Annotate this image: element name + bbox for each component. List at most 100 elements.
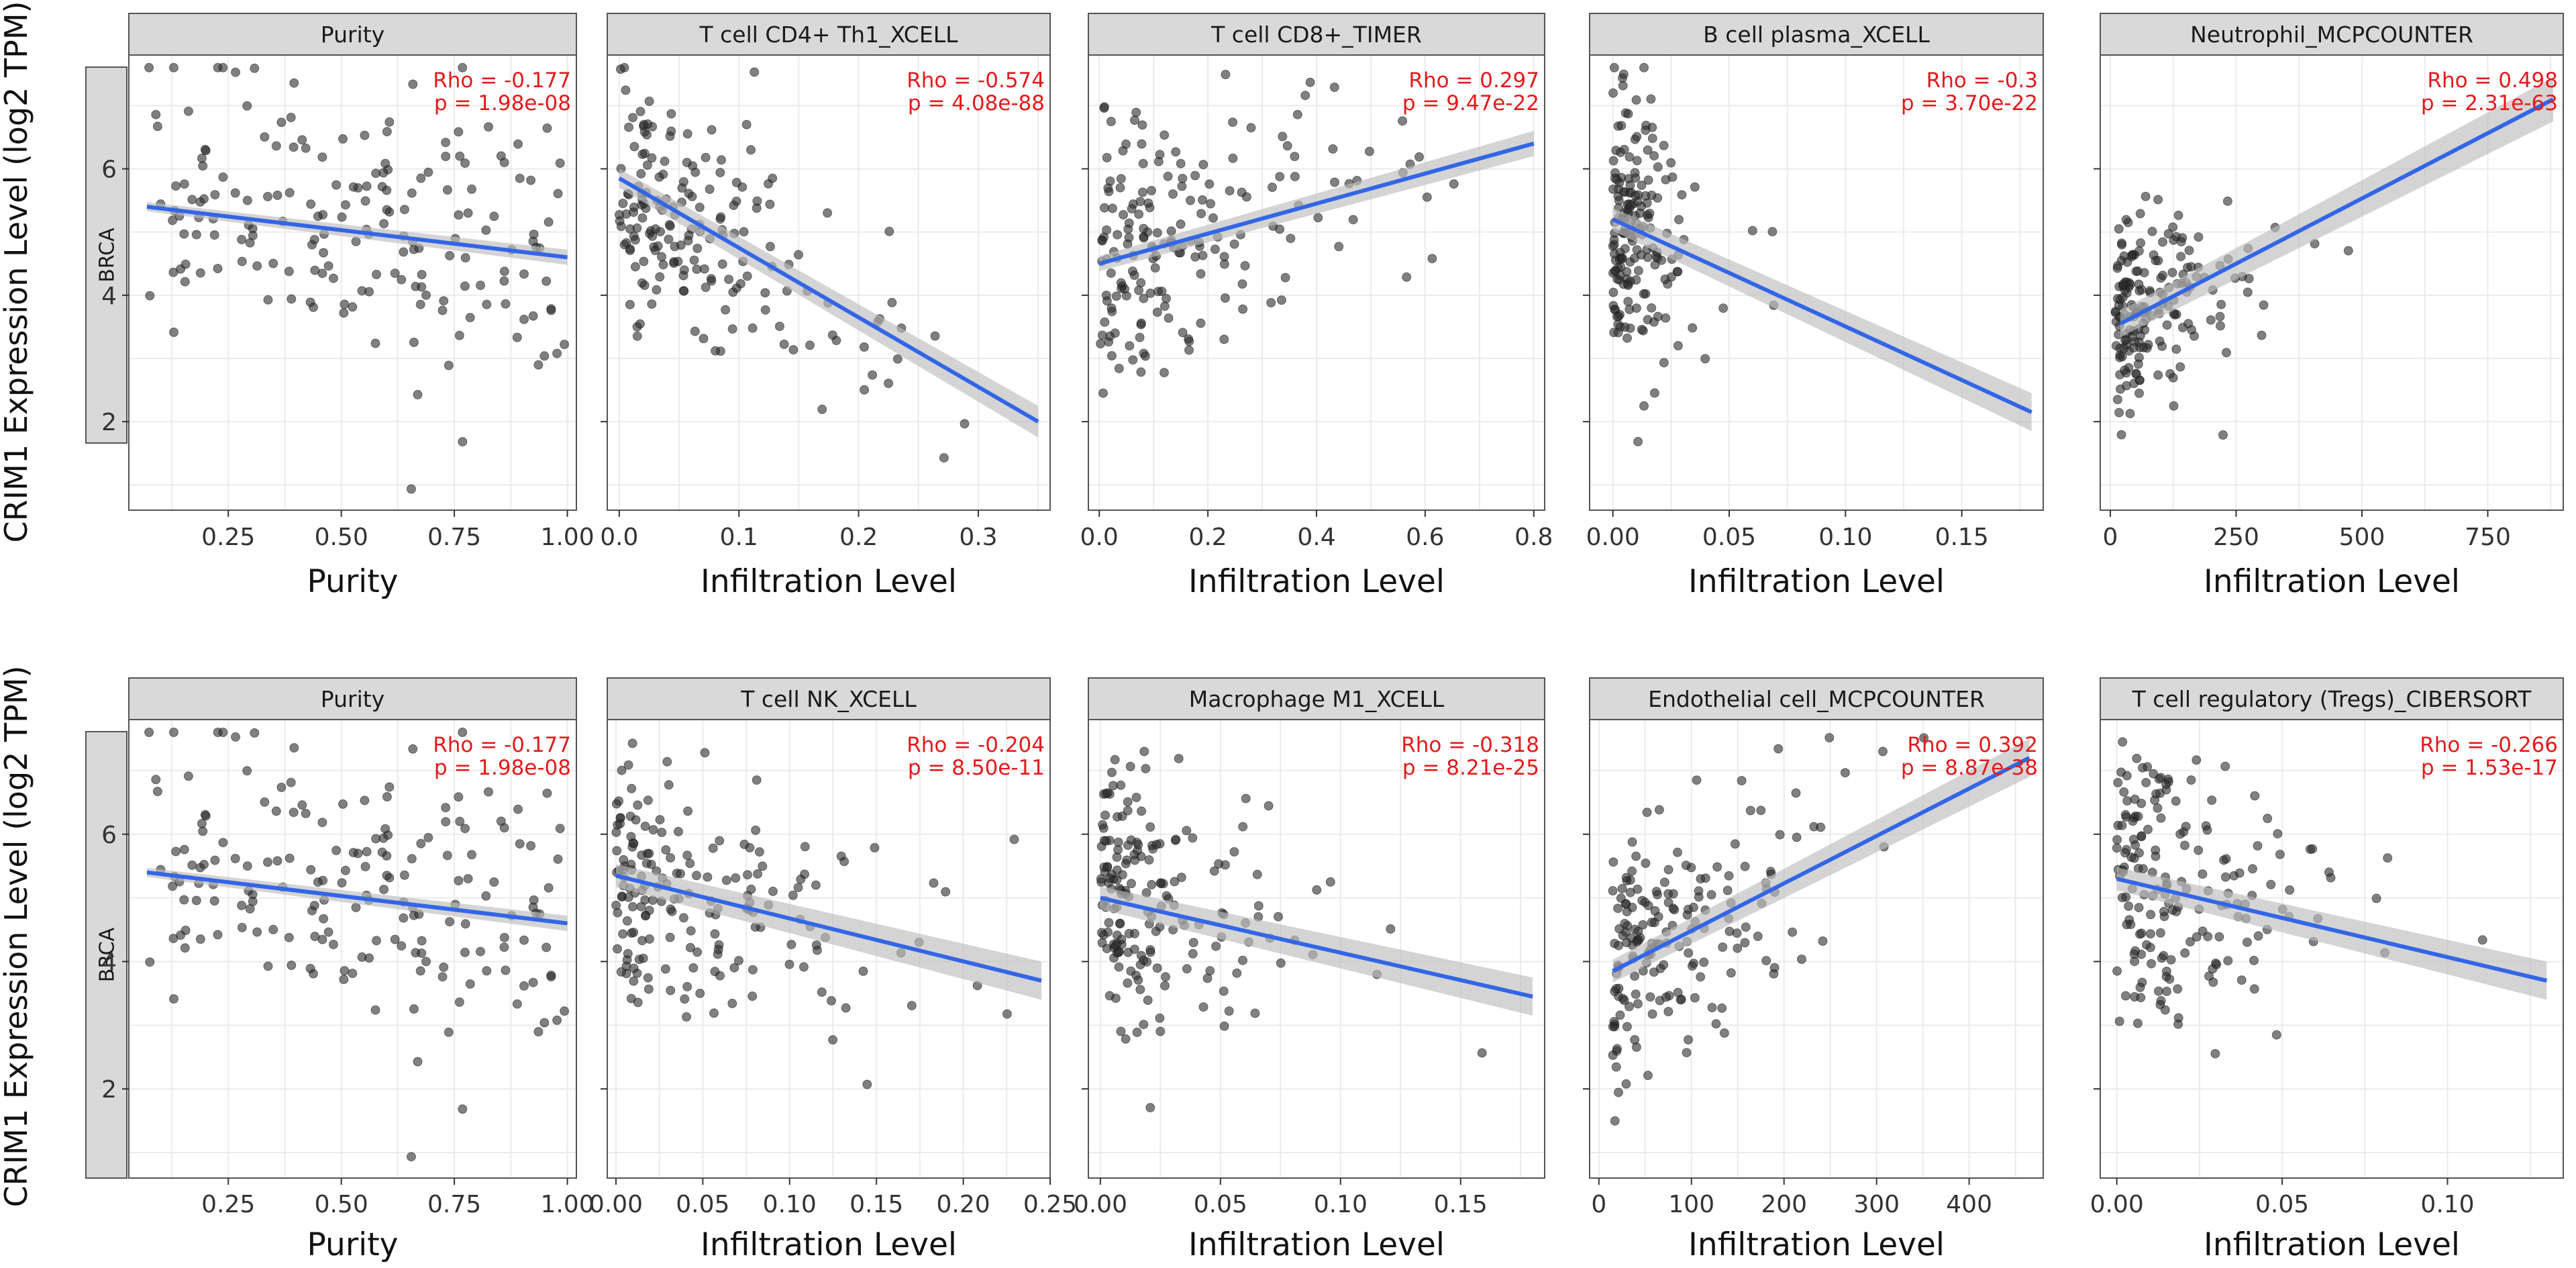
- data-point: [1617, 883, 1627, 893]
- data-point: [2138, 864, 2148, 874]
- data-point: [699, 264, 709, 274]
- data-point: [641, 911, 651, 921]
- data-point: [2116, 430, 2126, 440]
- data-point: [1119, 209, 1129, 220]
- data-point: [1196, 209, 1206, 219]
- data-point: [2130, 992, 2140, 1002]
- data-point: [1219, 334, 1229, 344]
- data-point: [1152, 963, 1162, 973]
- data-point: [1237, 279, 1247, 289]
- regression-line: [1612, 756, 2030, 973]
- data-point: [2179, 840, 2189, 850]
- data-point: [364, 953, 374, 963]
- data-point: [168, 881, 178, 891]
- data-point: [629, 207, 639, 217]
- x-tick-label: 250: [2213, 524, 2259, 551]
- p-value-label: p = 1.98e-08: [434, 91, 571, 115]
- data-point: [1114, 962, 1124, 972]
- data-point: [168, 934, 178, 944]
- data-point: [1840, 768, 1850, 778]
- data-point: [171, 846, 181, 857]
- data-point: [1250, 1008, 1260, 1018]
- data-point: [618, 929, 628, 939]
- x-tick-label: 0.05: [676, 1191, 729, 1218]
- data-point: [629, 928, 639, 937]
- data-point: [960, 419, 970, 429]
- data-point: [1673, 341, 1683, 350]
- data-point: [1614, 940, 1624, 950]
- data-point: [553, 189, 563, 199]
- data-point: [2263, 814, 2273, 824]
- data-point: [499, 276, 509, 286]
- x-tick-label: 0.3: [959, 524, 997, 551]
- data-point: [1109, 781, 1118, 791]
- data-point: [2147, 226, 2157, 236]
- data-point: [1661, 313, 1671, 323]
- y-axis-label: CRIM1 Expression Level (log2 TPM): [0, 665, 34, 1207]
- data-point: [309, 235, 319, 244]
- data-point: [1198, 160, 1208, 170]
- data-point: [1608, 287, 1618, 297]
- data-point: [482, 966, 492, 976]
- x-tick-label: 0.10: [1314, 1191, 1368, 1218]
- x-tick-label: 0.25: [1023, 1191, 1077, 1218]
- confidence-band: [1100, 886, 1533, 1016]
- data-point: [760, 305, 770, 315]
- data-point: [1116, 1026, 1126, 1036]
- data-point: [555, 158, 565, 168]
- data-point: [1145, 945, 1155, 955]
- data-point: [286, 777, 296, 787]
- data-point: [455, 151, 465, 161]
- data-point: [2122, 335, 2131, 345]
- x-tick-label: 0.75: [427, 1191, 481, 1218]
- data-point: [2112, 966, 2122, 976]
- data-point: [884, 379, 894, 389]
- data-point: [627, 783, 637, 793]
- data-point: [1188, 833, 1198, 843]
- data-point: [2243, 937, 2252, 947]
- x-axis-label: Infiltration Level: [1188, 1226, 1445, 1263]
- x-tick-label: 0.2: [1188, 524, 1227, 551]
- data-point: [660, 156, 670, 166]
- data-point: [1638, 920, 1648, 930]
- data-point: [1108, 203, 1117, 213]
- data-point: [328, 273, 338, 283]
- data-point: [623, 760, 633, 770]
- data-point: [621, 238, 631, 248]
- data-point: [647, 299, 657, 309]
- data-point: [519, 269, 529, 279]
- data-point: [703, 872, 713, 882]
- data-point: [1157, 287, 1167, 296]
- data-point: [560, 1006, 570, 1016]
- data-point: [1137, 120, 1147, 130]
- data-point: [836, 851, 846, 861]
- data-point: [1110, 754, 1120, 765]
- data-point: [669, 258, 679, 269]
- data-point: [533, 360, 544, 370]
- x-tick-label: 0.15: [1935, 524, 1989, 551]
- x-tick-label: 0.25: [201, 524, 255, 551]
- data-point: [1160, 368, 1169, 378]
- data-point: [284, 266, 294, 277]
- x-tick-label: 0.00: [589, 1191, 643, 1218]
- data-point: [622, 916, 632, 926]
- x-tick-label: 0.2: [839, 524, 878, 551]
- plot-background: [1590, 55, 2043, 510]
- data-point: [382, 851, 392, 861]
- x-tick-label: 0.05: [1194, 1191, 1247, 1218]
- data-point: [2153, 195, 2163, 205]
- data-point: [1645, 208, 1655, 218]
- data-point: [1184, 336, 1194, 346]
- data-point: [2166, 955, 2176, 965]
- data-point: [686, 926, 696, 936]
- data-point: [1645, 992, 1655, 1002]
- data-point: [1611, 146, 1621, 156]
- data-point: [1113, 812, 1122, 822]
- data-point: [1160, 981, 1170, 991]
- data-point: [779, 339, 789, 349]
- data-point: [379, 885, 389, 894]
- data-point: [2186, 775, 2196, 785]
- data-point: [2141, 777, 2151, 787]
- data-point: [218, 728, 228, 737]
- data-point: [662, 757, 672, 767]
